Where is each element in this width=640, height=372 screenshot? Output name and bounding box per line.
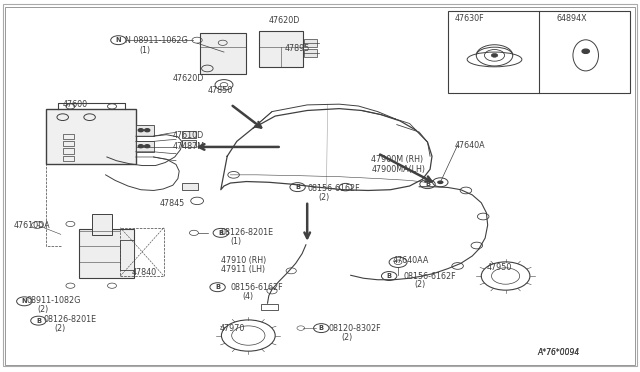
Text: 47950: 47950 <box>486 263 512 272</box>
Text: 47900MA(LH): 47900MA(LH) <box>371 165 425 174</box>
Text: (2): (2) <box>54 324 66 333</box>
Bar <box>63 156 74 161</box>
Bar <box>182 183 198 190</box>
Text: 47840: 47840 <box>131 268 156 277</box>
Circle shape <box>138 145 143 148</box>
Bar <box>200 33 246 74</box>
Text: N 08911-1062G: N 08911-1062G <box>125 36 188 45</box>
Bar <box>304 49 317 57</box>
Text: 47895: 47895 <box>285 44 310 53</box>
Text: 47845: 47845 <box>160 199 185 208</box>
Bar <box>136 141 154 152</box>
Text: B: B <box>215 284 220 290</box>
Bar <box>120 240 134 270</box>
Text: (2): (2) <box>415 280 426 289</box>
Text: 47630F: 47630F <box>454 14 484 23</box>
Text: B: B <box>36 318 41 324</box>
Bar <box>120 228 164 276</box>
Text: 08911-1082G: 08911-1082G <box>27 296 81 305</box>
Text: 47610D: 47610D <box>173 131 204 140</box>
Circle shape <box>437 180 444 184</box>
Bar <box>259 31 303 67</box>
Bar <box>46 109 136 164</box>
Circle shape <box>145 145 150 148</box>
Text: (2): (2) <box>319 193 330 202</box>
Text: 47970: 47970 <box>220 324 245 333</box>
Text: B: B <box>425 181 430 187</box>
Circle shape <box>145 129 150 132</box>
Text: N: N <box>116 37 121 43</box>
Bar <box>261 304 278 310</box>
Text: 08126-8201E: 08126-8201E <box>221 228 274 237</box>
Text: A*76*0094: A*76*0094 <box>538 348 580 357</box>
Text: A*76*0094: A*76*0094 <box>538 348 580 357</box>
Text: 08156-6162F: 08156-6162F <box>403 272 456 280</box>
Circle shape <box>582 49 589 53</box>
Bar <box>63 148 74 154</box>
Text: 47620D: 47620D <box>269 16 300 25</box>
Text: 08126-8201E: 08126-8201E <box>44 315 97 324</box>
Text: 47487M: 47487M <box>173 142 205 151</box>
Text: 08156-6162F: 08156-6162F <box>230 283 283 292</box>
Bar <box>63 141 74 146</box>
Text: 47850: 47850 <box>208 86 233 94</box>
Circle shape <box>138 129 143 132</box>
Bar <box>92 214 112 235</box>
Text: 64894X: 64894X <box>557 14 588 23</box>
Text: 47910 (RH): 47910 (RH) <box>221 256 266 265</box>
Text: 08120-8302F: 08120-8302F <box>328 324 381 333</box>
Bar <box>63 134 74 139</box>
Text: (1): (1) <box>140 46 150 55</box>
Bar <box>79 229 134 278</box>
Text: (4): (4) <box>242 292 253 301</box>
Text: B: B <box>218 230 223 236</box>
Text: 47640AA: 47640AA <box>393 256 429 265</box>
Text: 47620D: 47620D <box>173 74 204 83</box>
Text: 08156-6162F: 08156-6162F <box>307 184 360 193</box>
Text: (2): (2) <box>341 333 353 341</box>
Text: N: N <box>22 298 27 304</box>
Text: (1): (1) <box>230 237 241 246</box>
Bar <box>182 131 196 138</box>
Text: B: B <box>387 273 392 279</box>
Circle shape <box>492 54 498 57</box>
Text: B: B <box>319 325 324 331</box>
Text: 47640A: 47640A <box>454 141 485 150</box>
Text: 47610DA: 47610DA <box>14 221 51 230</box>
Text: (2): (2) <box>37 305 49 314</box>
Bar <box>136 125 154 136</box>
Bar <box>448 11 630 93</box>
Text: 47900M (RH): 47900M (RH) <box>371 155 423 164</box>
Text: 47600: 47600 <box>63 100 88 109</box>
Bar <box>304 39 317 47</box>
Text: 47911 (LH): 47911 (LH) <box>221 265 265 274</box>
Bar <box>182 140 196 147</box>
Text: B: B <box>295 184 300 190</box>
